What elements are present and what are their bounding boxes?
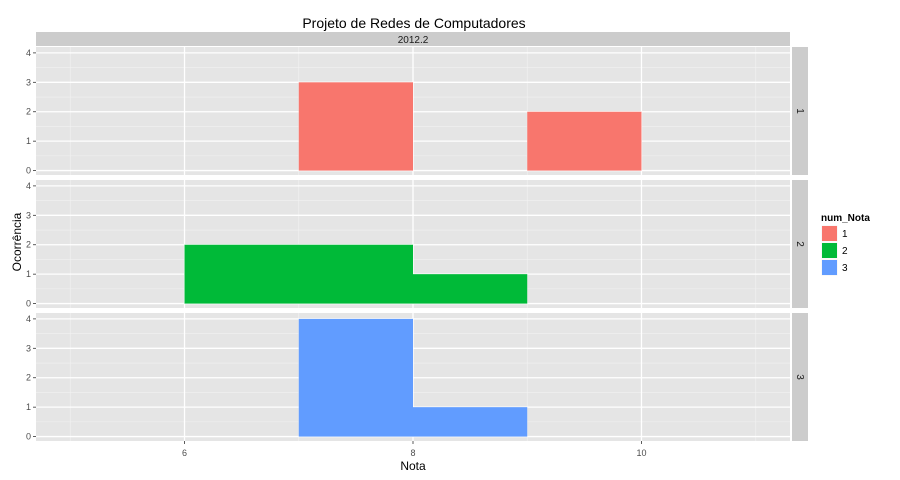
legend-label: 1 bbox=[842, 229, 848, 240]
y-tick-label: 2 bbox=[26, 373, 31, 383]
legend: 1 2 3 bbox=[820, 224, 848, 277]
legend-label: 2 bbox=[842, 246, 848, 257]
x-tick-label: 6 bbox=[182, 448, 187, 458]
panel-1: 0 1 2 3 4 1 bbox=[26, 47, 808, 176]
y-tick-label: 0 bbox=[26, 299, 31, 309]
facet-strip-label: 3 bbox=[794, 374, 805, 380]
y-tick-label: 4 bbox=[26, 181, 31, 191]
bar bbox=[298, 318, 413, 437]
legend-swatch bbox=[822, 226, 837, 241]
panel-3: 0 1 2 3 4 3 bbox=[26, 313, 808, 442]
facet-strip bbox=[792, 313, 808, 441]
bar bbox=[184, 244, 413, 304]
y-tick-label: 3 bbox=[26, 343, 31, 353]
y-tick-label: 0 bbox=[26, 166, 31, 176]
facet-strip bbox=[792, 180, 808, 308]
legend-label: 3 bbox=[842, 263, 848, 274]
x-tick-label: 8 bbox=[410, 448, 415, 458]
legend-swatch bbox=[822, 243, 837, 258]
y-tick-label: 2 bbox=[26, 107, 31, 117]
y-tick-label: 4 bbox=[26, 314, 31, 324]
y-tick-label: 0 bbox=[26, 432, 31, 442]
bar bbox=[413, 274, 528, 304]
y-tick-label: 1 bbox=[26, 402, 31, 412]
facet-strip bbox=[792, 47, 808, 175]
chart-title: Projeto de Redes de Computadores bbox=[302, 15, 525, 31]
y-tick-label: 4 bbox=[26, 48, 31, 58]
top-strip-label: 2012.2 bbox=[398, 35, 429, 46]
legend-title: num_Nota bbox=[821, 213, 870, 224]
x-tick-label: 10 bbox=[636, 448, 646, 458]
top-strip bbox=[36, 32, 790, 46]
panel-2: 0 1 2 3 4 2 bbox=[26, 180, 808, 309]
bar bbox=[527, 111, 642, 171]
facet-strip-label: 1 bbox=[794, 108, 805, 114]
y-tick-label: 2 bbox=[26, 240, 31, 250]
y-axis-title: Ocorrência bbox=[10, 212, 24, 271]
y-tick-label: 3 bbox=[26, 77, 31, 87]
y-tick-label: 1 bbox=[26, 269, 31, 279]
x-axis-title: Nota bbox=[400, 459, 426, 473]
legend-swatch bbox=[822, 260, 837, 275]
bar bbox=[413, 407, 528, 437]
bar bbox=[298, 82, 413, 171]
y-tick-label: 3 bbox=[26, 210, 31, 220]
facet-strip-label: 2 bbox=[794, 241, 805, 247]
y-tick-label: 1 bbox=[26, 136, 31, 146]
